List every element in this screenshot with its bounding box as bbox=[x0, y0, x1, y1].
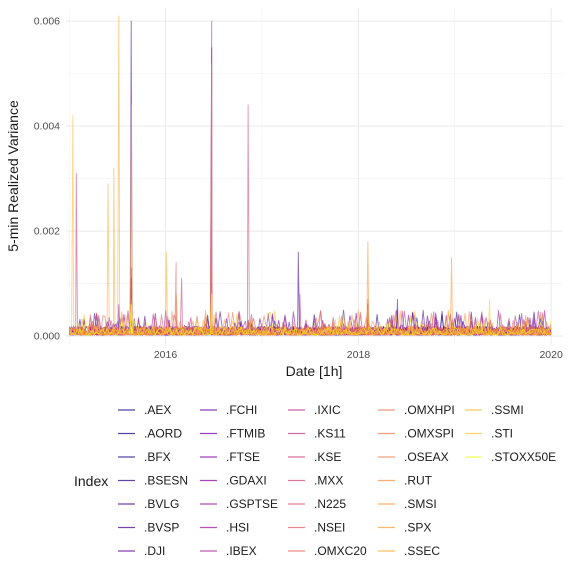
legend-label: .AEX bbox=[144, 403, 171, 417]
x-axis-title: Date [1h] bbox=[286, 363, 343, 379]
legend-label: .FTMIB bbox=[226, 427, 265, 441]
series-line bbox=[68, 115, 552, 336]
legend-label: .FCHI bbox=[226, 403, 257, 417]
grid-lines bbox=[66, 8, 563, 345]
legend-label: .GSPTSE bbox=[226, 497, 278, 511]
series-line bbox=[69, 62, 552, 336]
legend-label: .BVLG bbox=[144, 497, 179, 511]
legend-label: .STI bbox=[491, 427, 513, 441]
legend-label: .SPX bbox=[404, 521, 431, 535]
legend-label: .SMSI bbox=[404, 497, 437, 511]
legend-label: .SSMI bbox=[491, 403, 524, 417]
legend-label: .IXIC bbox=[314, 403, 341, 417]
y-tick-label: 0.004 bbox=[34, 121, 60, 133]
series-line bbox=[68, 15, 552, 336]
legend-label: .BSESN bbox=[144, 474, 188, 488]
legend-label: .MXX bbox=[314, 474, 343, 488]
legend-label: .OMXC20 bbox=[314, 544, 367, 558]
x-tick-label: 2016 bbox=[154, 349, 178, 361]
x-axis-ticks: 2016 2018 2020 bbox=[154, 349, 563, 361]
legend-label: .SSEC bbox=[404, 544, 440, 558]
legend-label: .N225 bbox=[314, 497, 346, 511]
legend-label: .STOXX50E bbox=[491, 450, 556, 464]
series-line bbox=[68, 172, 552, 336]
y-axis-ticks: 0.000 0.002 0.004 0.006 bbox=[34, 16, 60, 343]
series-line bbox=[69, 104, 552, 336]
x-tick-label: 2020 bbox=[539, 349, 563, 361]
y-tick-label: 0.006 bbox=[34, 16, 60, 28]
legend-label: .OSEAX bbox=[404, 450, 449, 464]
y-axis-title: 5-min Realized Variance bbox=[5, 100, 21, 252]
legend-label: .FTSE bbox=[226, 450, 260, 464]
y-tick-label: 0.002 bbox=[34, 226, 60, 238]
legend-label: .NSEI bbox=[314, 521, 345, 535]
x-tick-label: 2018 bbox=[347, 349, 371, 361]
legend-label: .IBEX bbox=[226, 544, 257, 558]
legend-label: .OMXSPI bbox=[404, 427, 454, 441]
series-lines bbox=[68, 15, 552, 336]
series-line bbox=[68, 46, 552, 336]
legend-label: .OMXHPI bbox=[404, 403, 455, 417]
y-tick-label: 0.000 bbox=[34, 331, 60, 343]
series-line bbox=[69, 20, 551, 336]
legend-label: .HSI bbox=[226, 521, 249, 535]
legend: Index .AEX .AORD .BFX .BSESN .BVLG .BVSP .DJI.… bbox=[74, 403, 556, 558]
legend-label: .BFX bbox=[144, 450, 171, 464]
legend-label: .GDAXI bbox=[226, 474, 267, 488]
series-line bbox=[69, 246, 552, 336]
series-line bbox=[69, 293, 552, 336]
legend-label: .RUT bbox=[404, 474, 433, 488]
legend-label: .BVSP bbox=[144, 521, 179, 535]
series-line bbox=[69, 20, 552, 336]
legend-label: .DJI bbox=[144, 544, 165, 558]
legend-label: .KS11 bbox=[314, 427, 346, 441]
legend-label: .AORD bbox=[144, 427, 182, 441]
legend-title: Index bbox=[74, 473, 108, 489]
legend-label: .KSE bbox=[314, 450, 341, 464]
